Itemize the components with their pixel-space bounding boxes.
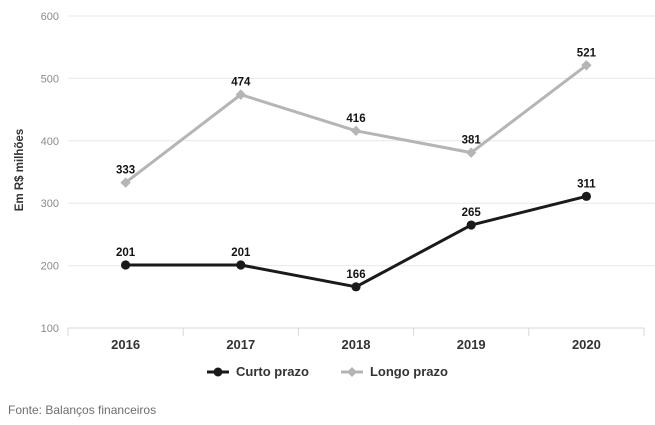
- data-label: 311: [577, 178, 596, 190]
- source-note: Fonte: Balanços financeiros: [8, 403, 157, 417]
- x-tick-label: 2019: [457, 337, 486, 352]
- legend-item-curto-prazo[interactable]: Curto prazo: [207, 364, 309, 379]
- y-tick-label: 600: [41, 11, 59, 23]
- y-axis-title: Em R$ milhões: [14, 128, 26, 212]
- data-label: 166: [346, 269, 365, 281]
- data-point-marker: [121, 260, 131, 270]
- y-tick-label: 500: [41, 73, 59, 85]
- data-point-marker: [235, 89, 246, 100]
- data-point-marker: [466, 147, 477, 158]
- data-label: 474: [231, 77, 251, 89]
- legend-label-longo-prazo: Longo prazo: [369, 364, 448, 379]
- x-tick-label: 2020: [572, 337, 601, 352]
- data-point-marker: [236, 260, 246, 270]
- data-point-marker: [350, 125, 362, 137]
- x-tick-label: 2018: [342, 337, 371, 352]
- legend-label-curto-prazo: Curto prazo: [236, 364, 309, 379]
- x-tick-label: 2017: [226, 337, 255, 352]
- y-tick-label: 400: [41, 136, 59, 148]
- data-point-marker: [581, 60, 592, 71]
- data-point-marker: [466, 220, 476, 230]
- data-label: 201: [231, 247, 251, 259]
- legend-item-longo-prazo[interactable]: Longo prazo: [340, 364, 448, 379]
- data-label: 265: [462, 207, 482, 219]
- data-point-marker: [351, 282, 361, 292]
- y-tick-label: 300: [41, 198, 59, 210]
- y-tick-label: 100: [41, 323, 59, 335]
- y-tick-label: 200: [41, 261, 59, 273]
- data-label: 201: [116, 247, 136, 259]
- data-label: 381: [462, 135, 482, 147]
- data-point-marker: [581, 191, 592, 201]
- data-point-marker: [120, 177, 131, 188]
- data-label: 521: [577, 47, 597, 59]
- line-circle-marker-icon: [207, 367, 230, 376]
- data-label: 416: [346, 113, 365, 125]
- data-label: 333: [116, 165, 135, 177]
- line-diamond-marker-icon: [340, 366, 363, 377]
- legend: Curto prazo Longo prazo: [0, 364, 655, 379]
- x-tick-label: 2016: [111, 337, 140, 352]
- line-chart: 100 200 300 400 500 600 2016 2017 2018 2019 2020 33…: [41, 11, 655, 352]
